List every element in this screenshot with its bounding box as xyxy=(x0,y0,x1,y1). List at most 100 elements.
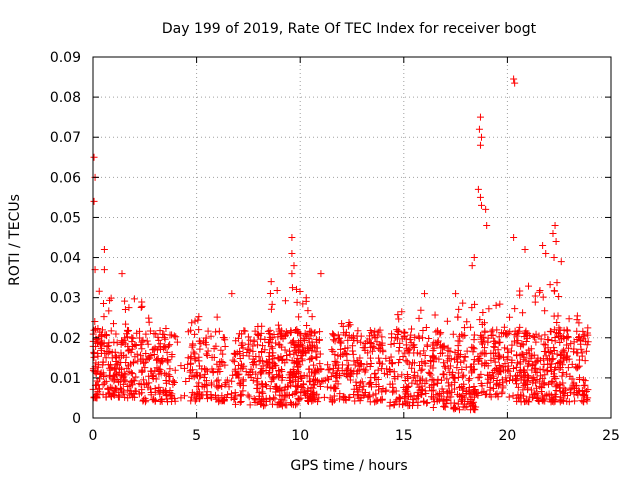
data-point xyxy=(421,351,429,359)
data-point xyxy=(400,332,408,340)
data-point xyxy=(536,287,544,295)
data-point xyxy=(238,339,246,347)
data-point xyxy=(180,364,188,372)
data-point xyxy=(365,380,373,388)
data-point xyxy=(341,331,349,339)
data-point xyxy=(466,399,474,407)
data-point xyxy=(561,392,569,400)
data-point xyxy=(504,353,512,361)
data-point xyxy=(316,360,324,368)
data-point xyxy=(456,351,464,359)
data-point xyxy=(123,333,131,341)
data-point xyxy=(210,353,218,361)
data-point xyxy=(335,395,343,403)
data-point xyxy=(228,290,236,298)
data-point xyxy=(494,393,502,401)
data-point xyxy=(139,355,147,363)
data-point xyxy=(478,133,485,141)
data-point xyxy=(299,335,307,343)
data-point xyxy=(316,383,324,391)
data-point xyxy=(541,371,549,379)
data-point xyxy=(536,382,544,390)
data-point xyxy=(492,301,500,309)
data-point xyxy=(265,330,273,338)
data-point xyxy=(107,294,115,302)
data-point xyxy=(530,333,538,341)
data-point xyxy=(401,329,409,337)
data-point xyxy=(259,395,267,403)
x-tick-label: 25 xyxy=(602,428,620,444)
data-point xyxy=(461,353,469,361)
data-point xyxy=(261,401,269,409)
data-point xyxy=(102,377,110,385)
data-point xyxy=(104,349,112,357)
y-tick-label: 0.06 xyxy=(50,170,81,186)
data-point xyxy=(490,366,498,374)
data-point xyxy=(483,221,491,229)
data-point xyxy=(124,342,132,350)
data-point xyxy=(572,381,580,389)
data-point xyxy=(479,309,487,317)
data-point xyxy=(285,347,293,355)
data-point xyxy=(106,383,114,391)
data-point xyxy=(331,358,339,366)
data-point xyxy=(345,361,353,369)
data-point xyxy=(115,354,123,362)
data-point xyxy=(150,395,158,403)
data-point xyxy=(268,300,276,308)
data-point xyxy=(541,341,549,349)
data-point xyxy=(452,405,460,413)
data-point xyxy=(155,365,163,373)
data-point xyxy=(408,364,416,372)
data-point xyxy=(156,390,164,398)
data-point xyxy=(395,343,403,351)
data-point xyxy=(143,380,151,388)
data-point xyxy=(359,392,367,400)
data-point xyxy=(463,347,471,355)
data-point xyxy=(530,351,538,359)
data-point xyxy=(155,386,163,394)
data-point xyxy=(172,333,180,341)
data-point xyxy=(220,334,228,342)
data-point xyxy=(154,355,162,363)
data-point xyxy=(203,395,211,403)
data-point xyxy=(251,396,259,404)
data-point xyxy=(581,357,589,365)
data-point xyxy=(378,333,386,341)
data-point xyxy=(382,387,390,395)
data-point xyxy=(543,367,551,375)
data-point xyxy=(309,384,317,392)
data-point xyxy=(116,384,124,392)
data-point xyxy=(370,344,378,352)
data-point xyxy=(139,336,147,344)
data-point xyxy=(267,278,275,286)
data-point xyxy=(128,345,136,353)
data-point xyxy=(290,262,298,270)
data-point xyxy=(227,390,235,398)
data-point xyxy=(356,397,364,405)
data-point xyxy=(473,389,481,397)
data-point xyxy=(388,360,396,368)
data-point xyxy=(194,316,202,324)
data-point xyxy=(201,370,209,378)
data-point xyxy=(443,317,451,325)
data-point xyxy=(388,330,396,338)
data-point xyxy=(496,300,504,308)
data-point xyxy=(396,395,404,403)
data-point xyxy=(191,330,199,338)
data-point xyxy=(361,344,369,352)
data-point xyxy=(112,330,120,338)
data-point xyxy=(111,352,119,360)
data-point xyxy=(408,325,416,333)
data-point xyxy=(223,376,231,384)
data-point xyxy=(525,357,533,365)
data-point xyxy=(494,370,502,378)
data-point xyxy=(559,368,567,376)
data-point xyxy=(231,400,239,408)
data-point xyxy=(565,315,573,323)
data-point xyxy=(333,367,341,375)
data-point xyxy=(280,396,288,404)
y-tick-label: 0.07 xyxy=(50,130,81,146)
data-point xyxy=(532,338,540,346)
y-tick-label: 0.02 xyxy=(50,331,81,347)
